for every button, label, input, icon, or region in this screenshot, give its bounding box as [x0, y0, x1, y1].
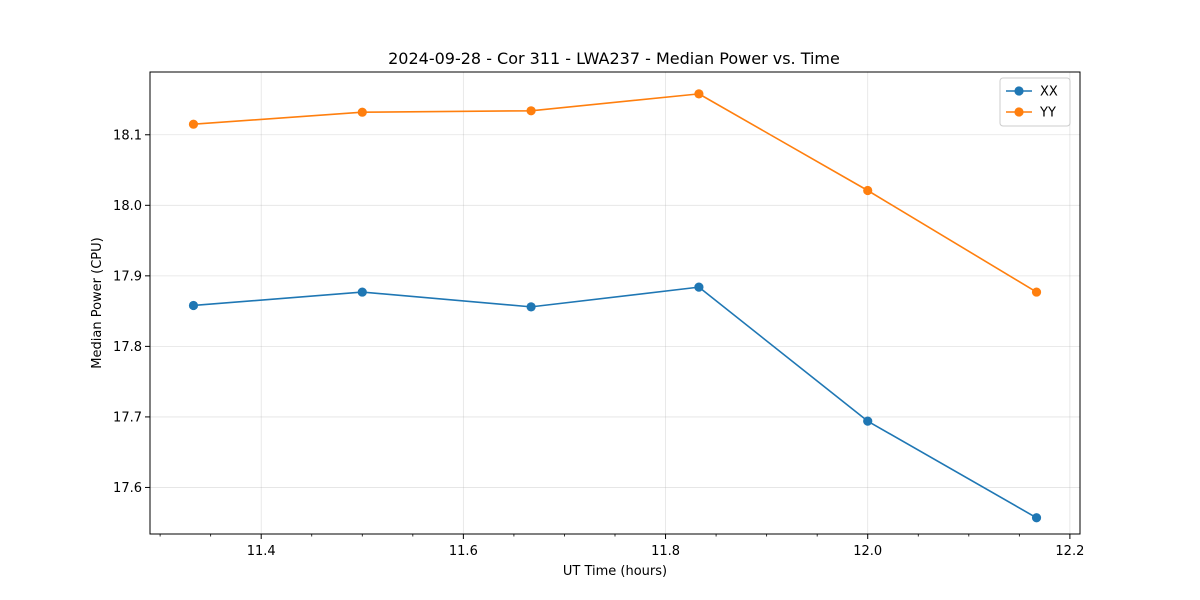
- x-tick-label: 12.2: [1055, 544, 1084, 559]
- data-point-yy: [526, 106, 536, 116]
- grid: [150, 72, 1080, 534]
- legend: XX YY: [999, 77, 1071, 127]
- y-axis-label: Median Power (CPU): [90, 237, 105, 368]
- data-point-yy: [357, 107, 367, 117]
- data-point-xx: [694, 282, 704, 292]
- legend-item-xx: XX: [1006, 85, 1058, 100]
- y-tick-label: 17.9: [113, 269, 142, 284]
- series-layer: [188, 89, 1042, 523]
- x-tick-label: 11.8: [651, 544, 680, 559]
- series-line-yy: [193, 93, 1037, 293]
- x-tick-label: 11.6: [449, 544, 478, 559]
- legend-marker: [1014, 86, 1024, 96]
- y-axis: 17.6 17.7 17.8 17.9 18.0 18.1: [113, 128, 150, 496]
- chart-title: 2024-09-28 - Cor 311 - LWA237 - Median P…: [388, 49, 840, 68]
- x-tick-label: 12.0: [853, 544, 882, 559]
- series-line-xx: [193, 286, 1037, 519]
- series-yy: [188, 89, 1042, 297]
- legend-box: [999, 77, 1071, 127]
- data-point-yy: [863, 185, 873, 196]
- legend-marker: [1014, 107, 1024, 117]
- data-point-xx: [357, 287, 367, 297]
- legend-label: XX: [1040, 85, 1058, 100]
- series-xx: [188, 282, 1042, 523]
- x-axis-label: UT Time (hours): [563, 564, 667, 579]
- data-point-xx: [863, 416, 873, 426]
- legend-item-yy: YY: [1006, 106, 1056, 121]
- y-tick-label: 17.7: [113, 410, 142, 425]
- y-tick-label: 18.0: [113, 199, 142, 214]
- x-tick-label: 11.4: [247, 544, 276, 559]
- data-point-xx: [188, 300, 199, 311]
- data-point-xx: [1031, 513, 1042, 523]
- data-point-yy: [188, 119, 199, 129]
- y-tick-label: 18.1: [113, 128, 142, 143]
- data-point-xx: [526, 302, 536, 312]
- data-point-yy: [1031, 287, 1042, 297]
- y-tick-label: 17.6: [113, 481, 142, 496]
- x-axis: 11.4 11.6 11.8 12.0 12.2: [159, 534, 1084, 559]
- y-tick-label: 17.8: [113, 340, 142, 355]
- data-point-yy: [694, 89, 704, 99]
- legend-label: YY: [1039, 106, 1056, 121]
